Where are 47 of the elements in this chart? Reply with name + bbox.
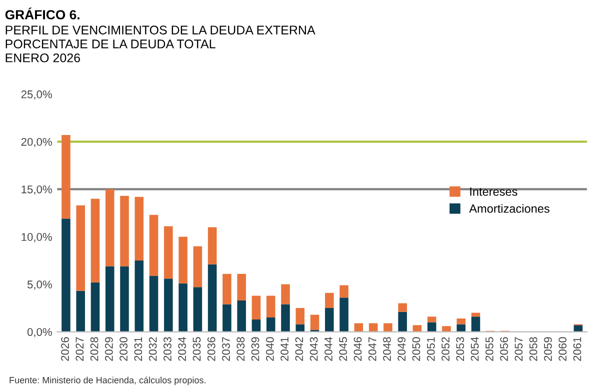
x-tick-label: 2052 [442,337,450,361]
x-tick-label: 2039 [251,337,260,361]
x-tick-label: 2055 [485,337,494,361]
source-note: Fuente: Ministerio de Hacienda, cálculos propios. [10,376,206,386]
y-tick-label: 0,0% [27,328,52,338]
legend-label: Amortizaciones [469,204,550,213]
x-tick-label: 2045 [339,337,348,361]
x-tick-label: 2054 [470,337,479,361]
x-tick-label: 2034 [178,337,186,361]
x-tick-label: 2035 [192,337,201,361]
y-tick-label: 10,0% [22,233,52,242]
x-tick-label: 2056 [500,337,508,361]
x-tick-label: 2058 [529,337,538,361]
x-tick-label: 2053 [456,337,464,361]
x-tick-label: 2032 [148,337,157,361]
x-tick-label: 2057 [514,337,523,361]
x-tick-label: 2038 [236,337,245,361]
x-tick-label: 2061 [573,337,582,361]
x-tick-label: 2049 [398,337,406,361]
x-tick-label: 2027 [76,337,84,361]
x-tick-label: 2029 [104,337,113,361]
x-tick-label: 2044 [324,337,332,361]
y-tick-label: 5,0% [27,280,52,290]
x-tick-label: 2037 [222,337,230,361]
y-tick-label: 25,0% [21,90,52,100]
chart-title: GRÁFICO 6. [5,8,80,20]
x-tick-label: 2042 [295,337,304,361]
x-tick-label: 2047 [368,337,376,361]
x-tick-label: 2026 [61,337,69,361]
x-tick-label: 2030 [120,337,128,361]
x-tick-label: 2060 [558,337,567,361]
x-tick-label: 2043 [310,337,318,361]
x-tick-label: 2050 [412,337,420,361]
y-tick-label: 20,0% [21,138,52,148]
x-tick-label: 2041 [280,337,288,361]
x-tick-label: 2031 [134,337,142,361]
x-tick-label: 2040 [266,337,274,361]
x-tick-label: 2048 [383,337,391,361]
x-tick-label: 2046 [354,337,362,361]
chart-subtitle: PERFIL DE VENCIMIENTOS DE LA DEUDA EXTERNA PORCENTAJE DE LA DEUDA TOTAL ENERO 2026 [6,26,316,62]
legend-label: Intereses [470,188,518,196]
x-tick-label: 2059 [544,337,552,361]
y-tick-label: 15,0% [22,185,52,195]
x-tick-label: 2036 [207,337,216,361]
x-tick-label: 2028 [90,337,98,361]
x-tick-label: 2051 [426,337,435,361]
x-tick-label: 2033 [164,337,172,361]
